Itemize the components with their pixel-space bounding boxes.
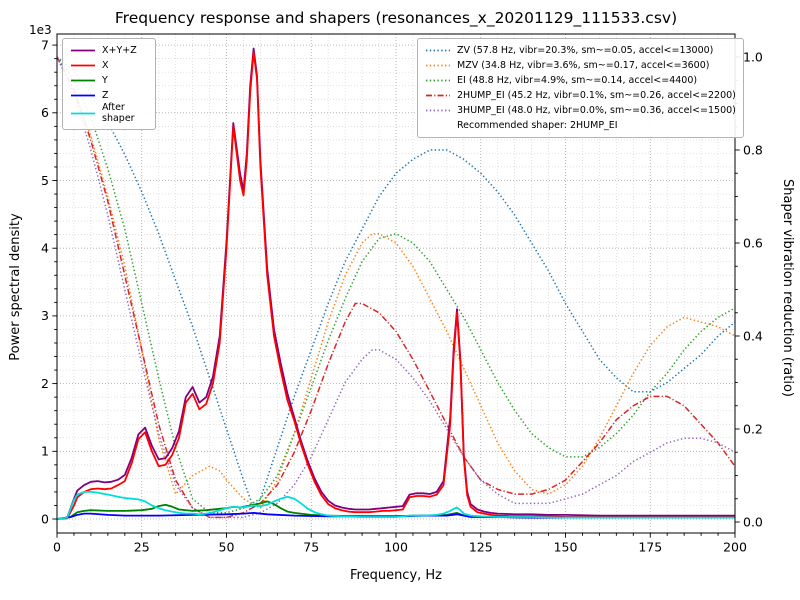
x-tick-label: 200 <box>723 540 747 555</box>
shaper-3hump-ei-legend-line <box>426 109 450 112</box>
y-tick-label-right: 0.4 <box>743 328 763 343</box>
y-tick-label-left: 5 <box>41 173 49 188</box>
legend-item-x: X <box>70 58 148 73</box>
legend-label: ZV (57.8 Hz, vibr=20.3%, sm~=0.05, accel… <box>457 44 714 56</box>
legend-label: 3HUMP_EI (48.0 Hz, vibr=0.0%, sm~=0.36, … <box>457 104 736 116</box>
y-tick-label-left: 0 <box>41 511 49 526</box>
psd-legend: X+Y+Z X Y Z After shaper <box>62 38 156 130</box>
legend-item-xyz: X+Y+Z <box>70 43 148 58</box>
shaper-ei-legend-line <box>426 79 450 82</box>
legend-line-sample <box>70 45 96 56</box>
legend-label: Z <box>102 89 109 101</box>
legend-item-recommended: Recommended shaper: 2HUMP_EI <box>425 118 736 133</box>
y-tick-label-right: 0.0 <box>743 514 763 529</box>
legend-line-sample <box>425 45 451 56</box>
x-tick-label: 50 <box>219 540 235 555</box>
shaper-zv-legend-line <box>426 49 450 52</box>
legend-item-zv: ZV (57.8 Hz, vibr=20.3%, sm~=0.05, accel… <box>425 43 736 58</box>
shaper-ei-line <box>57 56 735 514</box>
legend-item-y: Y <box>70 73 148 88</box>
legend-label: MZV (34.8 Hz, vibr=3.6%, sm~=0.17, accel… <box>457 59 710 71</box>
tick-labels: 0 25 50 75 100 125 150 175 200 0 1 2 3 4 5 6 7 0.0 0.2 0.4 0… <box>41 37 763 554</box>
y-tick-label-left: 1 <box>41 444 49 459</box>
y-tick-label-right: 0.2 <box>743 421 763 436</box>
legend-label: X <box>102 59 109 71</box>
y-tick-label-left: 6 <box>41 105 49 120</box>
psd-x-line <box>57 51 735 520</box>
legend-line-sample <box>70 108 96 119</box>
shaper-legend: ZV (57.8 Hz, vibr=20.3%, sm~=0.05, accel… <box>417 38 744 138</box>
legend-item-mzv: MZV (34.8 Hz, vibr=3.6%, sm~=0.17, accel… <box>425 58 736 73</box>
y-tick-label-left: 7 <box>41 37 49 52</box>
curves <box>57 47 735 520</box>
legend-line-sample <box>70 60 96 71</box>
y-tick-label-left: 3 <box>41 308 49 323</box>
x-tick-label: 125 <box>469 540 493 555</box>
legend-item-2hump-ei: 2HUMP_EI (45.2 Hz, vibr=0.1%, sm~=0.26, … <box>425 88 736 103</box>
x-tick-label: 0 <box>53 540 61 555</box>
legend-line-sample <box>425 90 451 101</box>
y-tick-label-right: 1.0 <box>743 49 763 64</box>
y-tick-label-right: 0.8 <box>743 142 763 157</box>
shaper-2hump-ei-legend-line <box>426 94 450 97</box>
legend-label: EI (48.8 Hz, vibr=4.9%, sm~=0.14, accel<… <box>457 74 698 86</box>
legend-item-after-shaper: After shaper <box>70 102 148 125</box>
y-axis-multiplier: 1e3 <box>29 23 52 37</box>
minor-grid <box>57 34 735 533</box>
legend-line-sample <box>70 90 96 101</box>
x-tick-label: 175 <box>638 540 662 555</box>
shaper-zv-line <box>57 56 735 509</box>
psd-x-legend-line <box>71 64 95 67</box>
chart-title: Frequency response and shapers (resonanc… <box>114 9 678 27</box>
x-tick-label: 150 <box>554 540 578 555</box>
legend-item-ei: EI (48.8 Hz, vibr=4.9%, sm~=0.14, accel<… <box>425 73 736 88</box>
psd-after-shaper-line <box>57 491 735 520</box>
x-tick-label: 25 <box>134 540 150 555</box>
x-axis-label: Frequency, Hz <box>349 568 443 583</box>
y-tick-label-right: 0.6 <box>743 235 763 250</box>
y-tick-label-left: 4 <box>41 241 49 256</box>
legend-item-z: Z <box>70 88 148 103</box>
legend-line-sample <box>70 75 96 86</box>
legend-line-sample <box>425 75 451 86</box>
x-tick-label: 100 <box>384 540 408 555</box>
shaper-3hump-ei-line <box>57 56 735 519</box>
legend-line-sample <box>425 60 451 71</box>
legend-label: X+Y+Z <box>102 44 137 56</box>
legend-item-3hump-ei: 3HUMP_EI (48.0 Hz, vibr=0.0%, sm~=0.36, … <box>425 103 736 118</box>
recommended-shaper-text: Recommended shaper: 2HUMP_EI <box>457 119 618 131</box>
psd-y-legend-line <box>71 79 95 82</box>
shaper-mzv-legend-line <box>426 64 450 67</box>
legend-spacer <box>425 120 451 131</box>
y-axis-label-right: Shaper vibration reduction (ratio) <box>780 179 795 397</box>
psd-z-legend-line <box>71 94 95 97</box>
x-tick-label: 75 <box>303 540 319 555</box>
shaper-2hump-ei-line <box>57 56 735 519</box>
legend-line-sample <box>425 105 451 116</box>
psd-after-shaper-legend-line <box>71 113 95 115</box>
y-tick-label-left: 2 <box>41 376 49 391</box>
legend-label: After shaper <box>102 102 135 124</box>
legend-label: Y <box>102 74 108 86</box>
legend-label: 2HUMP_EI (45.2 Hz, vibr=0.1%, sm~=0.26, … <box>457 89 736 101</box>
psd-xyz-legend-line <box>71 49 95 52</box>
y-axis-label-left: Power spectral density <box>8 213 23 361</box>
